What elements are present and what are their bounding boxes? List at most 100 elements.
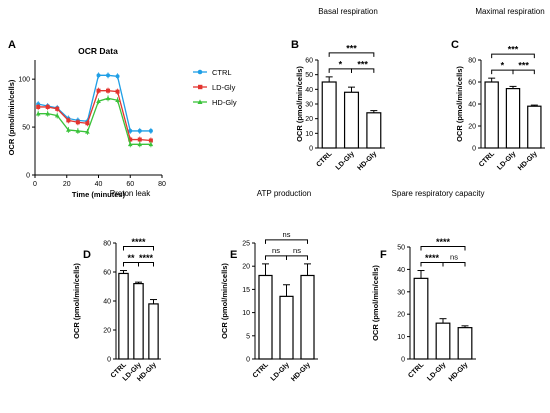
x-axis-label: Time (minutes) xyxy=(72,190,126,199)
y-tick-label: 60 xyxy=(468,80,476,87)
data-point xyxy=(96,88,101,93)
y-tick-label: 0 xyxy=(107,357,111,364)
y-tick-label: 0 xyxy=(246,357,250,364)
data-point xyxy=(36,104,41,109)
chart-title: Maximal respiration xyxy=(475,7,544,16)
data-point xyxy=(45,104,50,109)
data-point xyxy=(66,127,71,132)
y-axis-label: OCR (pmol/min/cells) xyxy=(220,263,229,339)
data-point xyxy=(115,89,120,94)
y-tick-label: 20 xyxy=(103,328,111,335)
x-tick-label: 40 xyxy=(95,181,103,188)
significance-bracket xyxy=(442,262,466,267)
significance-bracket xyxy=(491,53,535,59)
significance-label: *** xyxy=(508,45,519,55)
y-tick-label: 10 xyxy=(305,131,313,138)
x-tick-label: LD-Gly xyxy=(270,361,291,382)
data-point xyxy=(35,111,41,116)
significance-bracket xyxy=(265,255,287,260)
y-tick-label: 20 xyxy=(468,124,476,131)
significance-bracket xyxy=(512,69,535,75)
y-axis-label: OCR (pmol/min/cells) xyxy=(455,66,464,142)
chart-title: Spare respiratory capacity xyxy=(392,189,485,198)
chart-title: Proton leak xyxy=(110,189,151,198)
x-tick-label: 20 xyxy=(63,181,71,188)
data-point xyxy=(85,121,90,126)
data-point xyxy=(55,106,60,111)
data-point xyxy=(127,141,133,147)
data-point xyxy=(66,118,71,123)
y-tick-label: 5 xyxy=(246,333,250,340)
x-tick-label: HD-Gly xyxy=(448,361,470,383)
significance-label: **** xyxy=(131,237,146,247)
bar-hd-gly xyxy=(300,274,315,360)
significance-bracket xyxy=(138,262,154,267)
significance-bracket xyxy=(286,255,308,260)
significance-label: **** xyxy=(436,237,451,247)
x-tick-label: HD-Gly xyxy=(357,150,379,172)
x-tick-label: 80 xyxy=(158,181,166,188)
significance-label: *** xyxy=(357,59,368,69)
bar-ctrl xyxy=(413,277,429,360)
y-tick-label: 80 xyxy=(103,241,111,248)
panel-d: D Proton leak OCR (pmol/min/cells) 0 20 40 60 8… xyxy=(72,189,161,383)
y-axis-label: OCR (pmol/min/cells) xyxy=(371,265,380,341)
panel-a: A OCR Data OCR (pmol/min/cells) 0 50 100 0 20 40… xyxy=(7,39,237,199)
panel-letter: C xyxy=(451,39,459,51)
y-tick-label: 25 xyxy=(242,241,250,248)
bar-hd-gly xyxy=(148,303,159,360)
bar-ctrl xyxy=(118,272,129,360)
significance-bracket xyxy=(491,69,514,75)
significance-bracket xyxy=(265,239,308,244)
panel-b: B Basal respiration OCR (pmol/min/cells) 0 1… xyxy=(291,7,385,172)
data-point xyxy=(115,74,120,79)
data-point xyxy=(148,141,154,147)
data-point xyxy=(148,138,153,143)
y-tick-label: 50 xyxy=(305,72,313,79)
panel-letter: F xyxy=(380,249,387,261)
significance-label: * xyxy=(339,59,343,69)
y-tick-label: 60 xyxy=(103,270,111,277)
bar-ld-gly xyxy=(133,283,144,360)
panel-letter: E xyxy=(230,249,237,261)
y-tick-label: 0 xyxy=(309,146,313,153)
panel-e: E ATP production OCR (pmol/min/cells) 0 5 10 1… xyxy=(220,189,318,383)
y-tick-label: 0 xyxy=(26,173,30,180)
significance-label: **** xyxy=(139,253,154,263)
bar-hd-gly xyxy=(527,105,542,149)
significance-bracket xyxy=(123,246,154,251)
significance-bracket xyxy=(328,68,352,73)
bar-ctrl xyxy=(258,274,273,360)
x-tick-label: HD-Gly xyxy=(517,150,539,172)
x-tick-label: LD-Gly xyxy=(496,150,517,171)
y-tick-label: 40 xyxy=(468,102,476,109)
bar-hd-gly xyxy=(457,327,473,360)
x-tick-label: LD-Gly xyxy=(335,150,356,171)
bar-ld-gly xyxy=(279,295,294,360)
data-point xyxy=(96,73,101,78)
bar-ld-gly xyxy=(343,91,360,149)
series-line-hd-gly xyxy=(38,97,151,145)
y-tick-label: 30 xyxy=(397,289,405,296)
significance-label: ns xyxy=(450,253,458,262)
y-tick-label: 50 xyxy=(397,245,405,252)
x-tick-label: 60 xyxy=(126,181,134,188)
data-point xyxy=(75,128,81,133)
significance-bracket xyxy=(328,52,375,57)
significance-bracket xyxy=(351,68,375,73)
significance-bracket xyxy=(123,262,139,267)
panel-letter: B xyxy=(291,39,299,51)
y-tick-label: 60 xyxy=(305,58,313,65)
y-axis-label: OCR (pmol/min/cells) xyxy=(72,263,81,339)
y-tick-label: 40 xyxy=(103,299,111,306)
x-tick-label: CTRL xyxy=(407,361,426,380)
significance-label: **** xyxy=(425,253,440,263)
chart-title: OCR Data xyxy=(78,46,118,56)
y-tick-label: 20 xyxy=(397,312,405,319)
legend-marker xyxy=(197,69,203,75)
data-point xyxy=(137,137,142,142)
y-tick-label: 20 xyxy=(305,116,313,123)
data-point xyxy=(128,128,133,133)
significance-label: ** xyxy=(127,253,135,263)
